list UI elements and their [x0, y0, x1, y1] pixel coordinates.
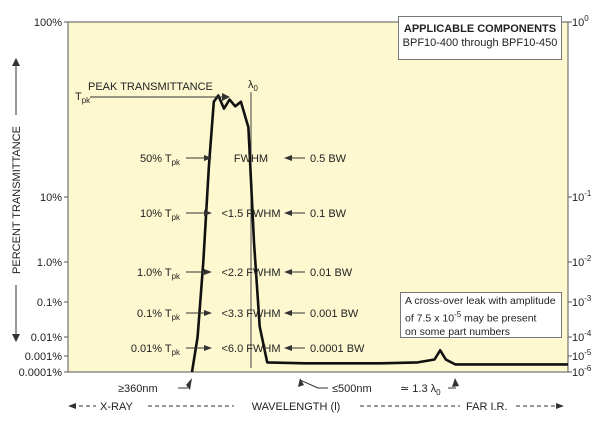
level-label-3: 0.1% Tpk [137, 308, 180, 322]
width-label-3: <3.3 FWHM [222, 308, 281, 320]
level-arrowhead-0 [204, 155, 212, 161]
left-tick-label: 0.0001% [19, 367, 63, 379]
tpk-label: Tpk [75, 91, 90, 105]
transmittance-curve [190, 94, 568, 373]
note-line-3: on some part numbers [405, 325, 511, 338]
x-axis-label: WAVELENGTH (l) [252, 401, 341, 413]
marker-1-3-lambda: ≃ 1.3 λ0 [400, 383, 441, 397]
marker-500-head [298, 378, 304, 387]
right-tick-label: 10-6 [572, 364, 592, 379]
right-tick-label: 10-5 [572, 348, 592, 363]
note-line-2-suffix: may be present [461, 312, 537, 325]
left-tick-label: 0.01% [31, 332, 62, 344]
level-label-4: 0.01% Tpk [131, 343, 180, 357]
level-label-1: 10% Tpk [140, 208, 180, 222]
peak-pointer-head [222, 93, 230, 101]
bw-label-4: 0.0001 BW [310, 343, 365, 355]
level-label-0: 50% Tpk [140, 153, 180, 167]
bw-label-3: 0.001 BW [310, 308, 359, 320]
y-axis-label: PERCENT TRANSMITTANCE [11, 126, 23, 274]
marker-1-3-head [452, 378, 459, 387]
left-tick-label: 0.001% [25, 351, 63, 363]
level-arrowhead-1 [204, 210, 212, 216]
marker-360-head [186, 378, 192, 390]
note-line-2-exp: -5 [454, 310, 462, 319]
level-arrowhead-3 [204, 310, 212, 316]
left-tick-label: 100% [34, 17, 62, 29]
left-tick-label: 1.0% [37, 257, 62, 269]
center-label: λ0 [248, 79, 259, 93]
width-label-0: FWHM [234, 153, 268, 165]
marker-360nm: ≥360nm [118, 383, 158, 395]
right-tick-label: 100 [572, 14, 589, 29]
marker-500nm: ≤500nm [332, 383, 372, 395]
region-arrow-right [556, 403, 564, 409]
right-tick-label: 10-1 [572, 189, 592, 204]
applicable-components-box: APPLICABLE COMPONENTS BPF10-400 through … [398, 16, 562, 60]
applicable-components-title: APPLICABLE COMPONENTS [403, 23, 557, 35]
level-arrowhead-4 [204, 345, 212, 351]
right-tick-label: 10-2 [572, 254, 591, 269]
bw-arrowhead-4 [284, 345, 292, 351]
bw-label-1: 0.1 BW [310, 208, 347, 220]
y-axis-arrow-up-head [12, 58, 20, 66]
bw-arrowhead-3 [284, 310, 292, 316]
right-tick-label: 10-4 [572, 329, 592, 344]
width-label-1: <1.5 FWHM [222, 208, 281, 220]
left-tick-label: 10% [40, 192, 62, 204]
bw-arrowhead-0 [284, 155, 292, 161]
applicable-components-range: BPF10-400 through BPF10-450 [402, 37, 558, 49]
note-line-1: A cross-over leak with amplitude [405, 295, 556, 307]
peak-transmittance-label: PEAK TRANSMITTANCE [88, 81, 213, 93]
bw-label-0: 0.5 BW [310, 153, 347, 165]
left-tick-label: 0.1% [37, 297, 62, 309]
level-label-2: 1.0% Tpk [137, 267, 180, 281]
bw-arrowhead-2 [284, 269, 292, 275]
bw-label-2: 0.01 BW [310, 267, 353, 279]
level-arrowhead-2 [204, 269, 212, 275]
marker-500-line [299, 379, 319, 389]
region-arrow-left [68, 403, 76, 409]
width-label-2: <2.2 FWHM [222, 267, 281, 279]
cross-over-note: A cross-over leak with amplitude of 7.5 … [400, 292, 562, 338]
bw-arrowhead-1 [284, 210, 292, 216]
note-line-2: of 7.5 x 10-5 may be present [405, 308, 557, 326]
y-axis-arrow-down-head [12, 334, 20, 342]
note-line-2-prefix: of 7.5 x 10 [405, 312, 455, 325]
region-far-ir: FAR I.R. [466, 401, 508, 413]
region-x-ray: X-RAY [100, 401, 133, 413]
width-label-4: <6.0 FWHM [222, 343, 281, 355]
right-tick-label: 10-3 [572, 294, 592, 309]
